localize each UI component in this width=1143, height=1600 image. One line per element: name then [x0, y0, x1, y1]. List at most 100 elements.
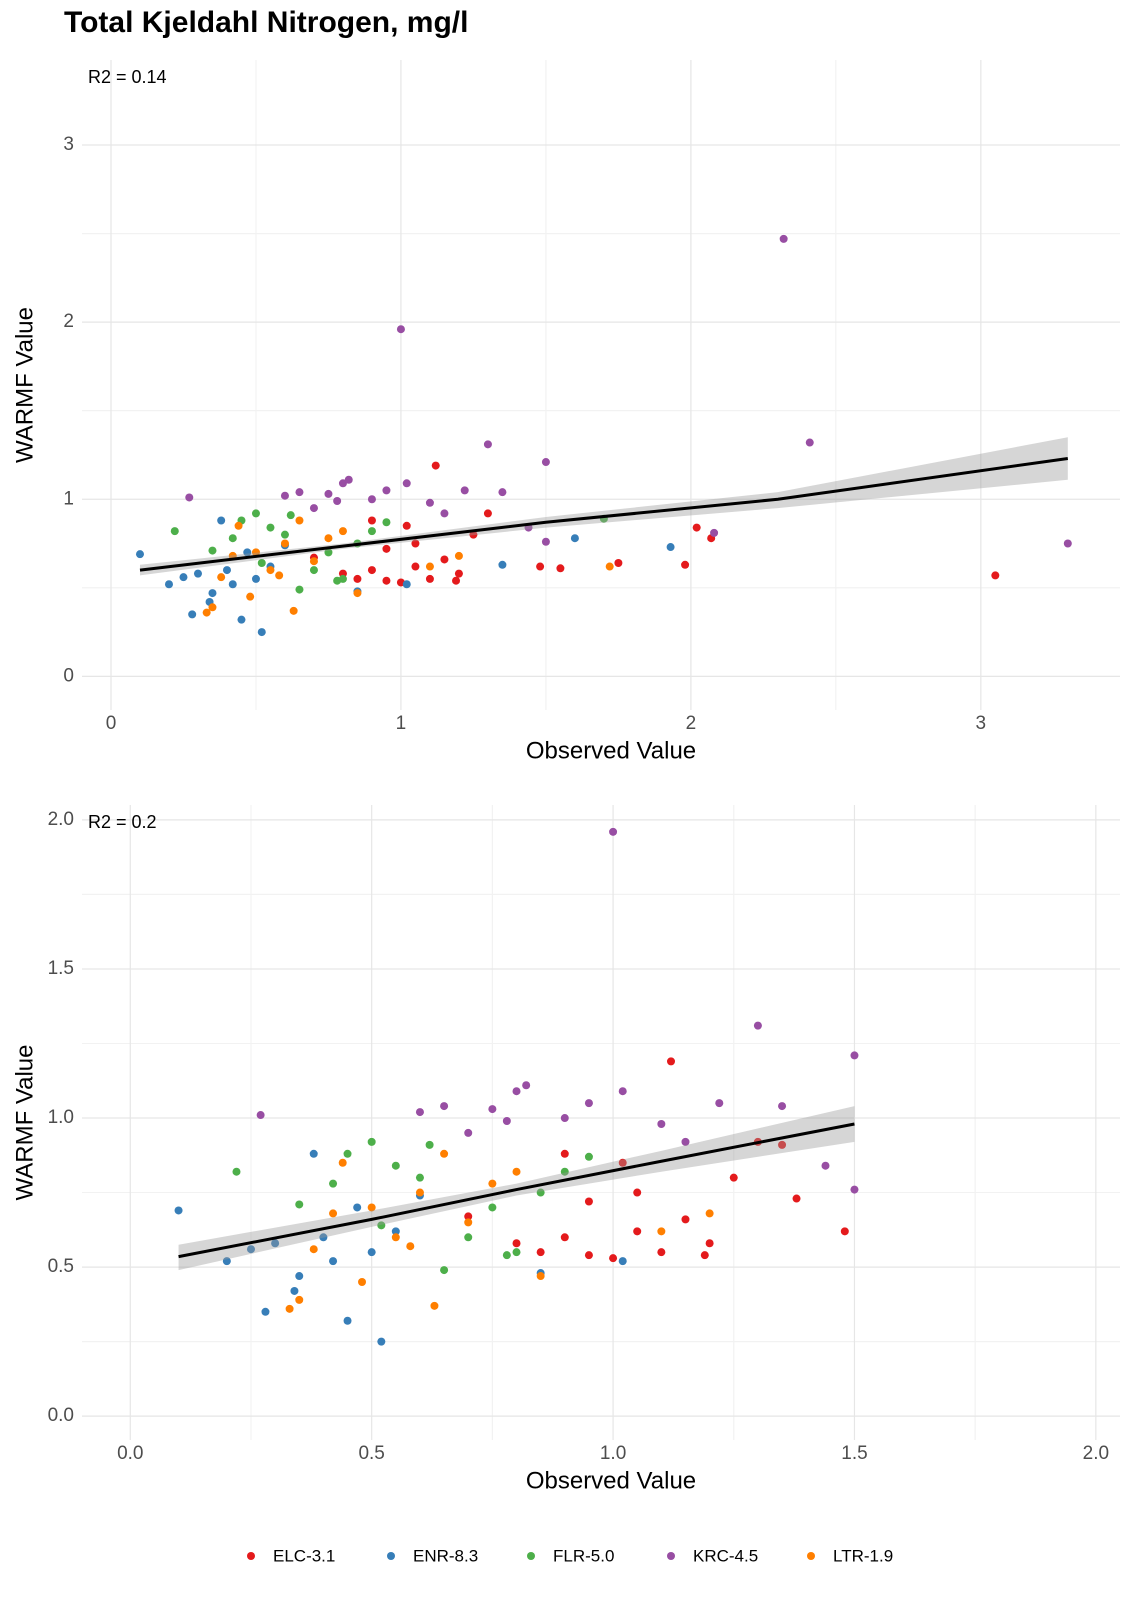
point: [618, 1087, 627, 1096]
point: [464, 1128, 473, 1137]
x-axis-title: Observed Value: [526, 1467, 696, 1494]
point: [353, 574, 362, 583]
point: [584, 1099, 593, 1108]
point: [329, 1257, 338, 1266]
point: [256, 1111, 265, 1120]
point: [271, 1239, 280, 1248]
point: [411, 562, 420, 571]
point: [208, 589, 217, 598]
point: [338, 479, 347, 488]
point: [343, 1149, 352, 1158]
point: [488, 1105, 497, 1114]
point: [324, 534, 333, 543]
point: [425, 574, 434, 583]
point: [217, 573, 226, 582]
point: [135, 550, 144, 559]
point: [710, 528, 719, 537]
point: [454, 569, 463, 578]
point: [425, 1140, 434, 1149]
annotation: R2 = 0.2: [88, 812, 157, 832]
point: [382, 544, 391, 553]
point: [285, 1304, 294, 1313]
point: [333, 497, 342, 506]
legend-label: ENR-8.3: [413, 1546, 478, 1565]
point: [779, 234, 788, 243]
point: [188, 610, 197, 619]
point: [483, 509, 492, 518]
point: [290, 1286, 299, 1295]
point: [850, 1185, 859, 1194]
point: [402, 479, 411, 488]
point: [391, 1233, 400, 1242]
point: [536, 1248, 545, 1257]
point: [289, 606, 298, 615]
point: [778, 1102, 787, 1111]
point: [185, 493, 194, 502]
point: [246, 592, 255, 601]
point: [700, 1251, 709, 1260]
point: [295, 585, 304, 594]
x-tick-label: 2: [686, 713, 697, 734]
point: [512, 1087, 521, 1096]
point: [208, 603, 217, 612]
legend-marker: [247, 1552, 255, 1560]
point: [295, 488, 304, 497]
point: [522, 1081, 531, 1090]
point: [541, 537, 550, 546]
point: [440, 509, 449, 518]
point: [498, 560, 507, 569]
point: [280, 539, 289, 548]
point: [541, 458, 550, 467]
point: [464, 1212, 473, 1221]
x-axis-title: Observed Value: [526, 737, 696, 764]
point: [367, 516, 376, 525]
point: [512, 1167, 521, 1176]
point: [266, 523, 275, 532]
point: [382, 518, 391, 527]
confidence-band: [139, 437, 1068, 576]
point: [286, 511, 295, 520]
point: [251, 574, 260, 583]
point: [657, 1119, 666, 1128]
point: [234, 521, 243, 530]
y-tick-label: 0: [63, 665, 74, 686]
y-tick-label: 0.5: [48, 1256, 74, 1277]
point: [536, 1272, 545, 1281]
point: [415, 1188, 424, 1197]
x-tick-label: 0.5: [358, 1443, 384, 1464]
point: [377, 1221, 386, 1230]
point: [667, 1057, 676, 1066]
point: [560, 1233, 569, 1242]
point: [488, 1203, 497, 1212]
y-tick-label: 1.5: [48, 958, 74, 979]
y-tick-label: 1: [63, 488, 74, 509]
legend-label: FLR-5.0: [553, 1546, 614, 1565]
point: [367, 566, 376, 575]
point: [666, 543, 675, 552]
point: [584, 1152, 593, 1161]
point: [222, 1257, 231, 1266]
point: [821, 1161, 830, 1170]
point: [295, 1295, 304, 1304]
y-tick-label: 2: [63, 311, 74, 332]
point: [681, 1215, 690, 1224]
y-tick-label: 0.0: [48, 1405, 74, 1426]
figure-title: Total Kjeldahl Nitrogen, mg/l: [64, 6, 468, 39]
point: [657, 1248, 666, 1257]
point: [705, 1239, 714, 1248]
point: [560, 1167, 569, 1176]
point: [391, 1161, 400, 1170]
point: [502, 1251, 511, 1260]
point: [452, 576, 461, 585]
point: [1063, 539, 1072, 548]
point: [309, 566, 318, 575]
trend-line: [178, 1122, 855, 1259]
point: [584, 1197, 593, 1206]
point: [605, 562, 614, 571]
point: [402, 580, 411, 589]
point: [705, 1209, 714, 1218]
point: [840, 1227, 849, 1236]
point: [411, 539, 420, 548]
legend-label: LTR-1.9: [833, 1546, 893, 1565]
